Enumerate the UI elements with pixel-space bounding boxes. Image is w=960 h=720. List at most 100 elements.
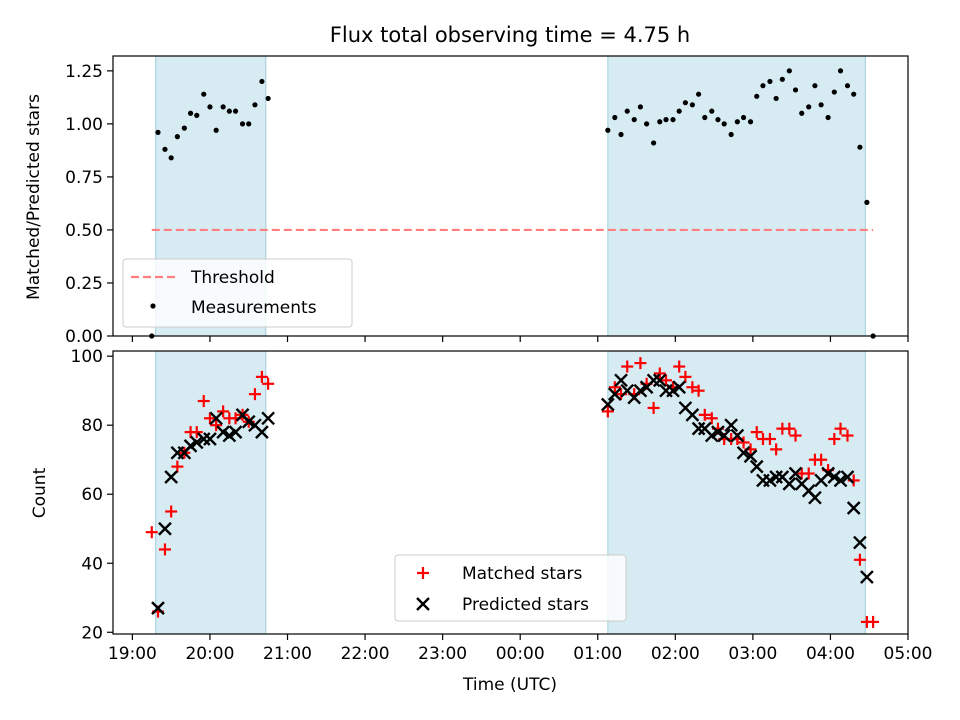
measurement-point [806,104,812,110]
measurement-point [162,146,168,152]
measurement-point [259,78,265,85]
predicted-star-point [255,425,269,439]
predicted-star-point [717,428,732,443]
predicted-star-point [607,387,622,401]
bottom-y-tick-label: 40 [81,554,103,574]
measurement-point [831,89,837,95]
matched-star-point [248,388,261,401]
matched-star-point [834,422,847,435]
legend-matched-swatch [417,567,429,579]
legend-measurements-swatch [150,303,156,309]
matched-star-point [145,526,158,539]
top-shaded-region [607,55,866,337]
top-y-tick-label: 0.50 [65,221,103,241]
matched-star-point [197,395,210,408]
measurement-point [618,131,624,138]
matched-star-point [171,460,184,473]
measurement-point [651,140,657,146]
legend-threshold-label: Threshold [190,268,275,288]
bottom-panel: 20 40 60 80 100 19:00 20:00 21:00 22:00 23:00 00:0… [30,347,933,695]
measurement-point [728,131,734,138]
measurement-point [740,114,747,121]
measurement-point [818,102,824,108]
measurement-point [754,93,760,99]
top-plot-frame [112,55,909,337]
measurement-point [837,68,844,74]
measurement-point [605,127,611,133]
measurement-point [624,108,630,114]
matched-star-point [210,419,223,432]
matched-star-point [621,360,634,373]
bottom-shaded-region [155,350,267,635]
measurement-point [689,102,695,108]
ratio-points [149,68,876,339]
bottom-x-tick-label: 21:00 [263,644,312,664]
predicted-star-point [646,373,661,388]
predicted-star-point [691,421,706,436]
matched-star-point [660,374,673,387]
measurement-point [181,125,187,131]
matched-star-point [783,422,796,435]
bottom-x-tick-label: 23:00 [418,644,467,664]
measurement-point [760,83,766,89]
predicted-star-point [808,490,822,505]
matched-star-point [679,370,692,383]
matched-star-point [737,436,750,449]
top-legend-box [122,258,353,328]
measurement-point [226,108,232,114]
measurement-point [657,119,663,125]
matched-star-point [634,357,647,370]
count-points [145,357,880,628]
predicted-star-point [203,432,217,446]
bottom-x-tick-label: 02:00 [651,644,700,664]
bottom-x-tick-label: 00:00 [496,644,545,664]
matched-star-point [802,467,815,480]
bottom-x-tick-label: 20:00 [185,644,234,664]
measurement-point [715,117,721,123]
top-y-tick-label: 0.75 [65,168,103,188]
matched-star-point [165,505,178,518]
matched-star-point [608,381,621,394]
bottom-x-tick-label: 01:00 [573,644,622,664]
bottom-x-tick-label: 05:00 [884,644,933,664]
measurement-point [168,155,174,161]
measurement-point [734,119,740,125]
predicted-star-point [788,466,803,481]
predicted-star-point [782,477,797,491]
predicted-star-point [769,470,783,484]
measurement-point [187,110,194,116]
measurement-point [779,76,785,82]
predicted-star-point [151,601,165,615]
measurement-point [792,87,799,93]
top-panel: 0.00 0.25 0.50 0.75 1.00 1.25 Matched/Predict… [24,55,909,347]
measurement-point [637,104,644,110]
measurement-point [825,114,831,121]
measurement-point [201,91,207,97]
x-axis-label: Time (UTC) [462,675,557,695]
bottom-legend-box [394,554,627,622]
predicted-star-point [196,432,211,446]
legend-predicted-label: Predicted stars [462,595,589,615]
matched-star-point [158,543,171,556]
measurement-point [851,91,857,97]
bottom-x-tick-label: 04:00 [806,644,855,664]
predicted-star-point [736,445,751,460]
predicted-star-point [209,411,224,426]
measurement-point [747,119,754,125]
measurement-point [670,117,676,123]
measurement-point [799,110,805,116]
predicted-star-point [164,470,179,484]
measurement-point [194,112,200,118]
matched-star-point [841,429,854,442]
measurement-point [721,121,727,127]
measurement-point [174,134,180,140]
measurement-point [246,121,252,127]
measurement-point [857,144,863,150]
bottom-y-tick-label: 20 [81,623,103,643]
matched-star-point [647,401,660,414]
bottom-y-tick-label: 60 [81,485,103,505]
matched-star-point [262,377,275,390]
legend-matched-label: Matched stars [462,564,582,584]
bottom-axes: 20 40 60 80 100 19:00 20:00 21:00 22:00 23:00 00:0… [71,347,933,664]
